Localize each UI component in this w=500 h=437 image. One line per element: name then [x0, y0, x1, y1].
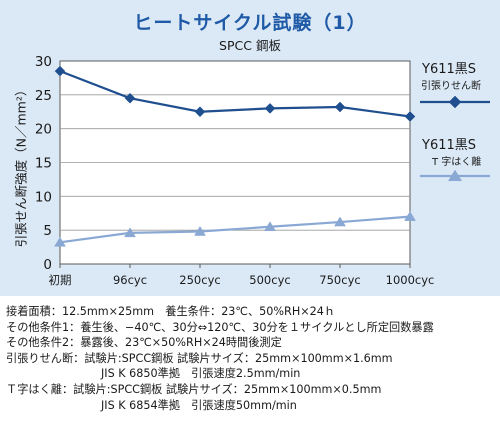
y-tick-label: 25 [35, 88, 52, 104]
x-tick-label: 96cyc [113, 273, 147, 287]
note-text: 12.5mm×25mm 養生条件：23℃、50%RH×24ｈ [61, 305, 336, 318]
series-1-point [404, 111, 416, 122]
series-1-point [194, 106, 206, 118]
y-tick-label: 15 [35, 156, 52, 172]
y-tick-label: 5 [43, 223, 52, 239]
series-2-line [59, 215, 411, 244]
note-row: JIS K 6850準拠 引張速度2.5mm/min [6, 366, 498, 382]
note-row: その他条件1：養生後、−40℃、30分⇔120℃、30分を１サイクルとし所定回数… [6, 320, 498, 336]
x-tick-label: 1000cyc [386, 273, 435, 287]
y-tick-label: 30 [35, 54, 52, 70]
note-label: その他条件2： [6, 336, 81, 350]
series-1-point [264, 103, 276, 114]
series-2-point [334, 216, 346, 227]
note-text: 試験片:SPCC鋼板 試験片サイズ：25mm×100mm×1.6mm [84, 351, 393, 365]
y-tick-label: 0 [43, 257, 52, 273]
series-1-point [124, 92, 136, 104]
note-text: JIS K 6854準拠 引張速度50mm/min [101, 398, 297, 412]
note-row: 引張りせん断：試験片:SPCC鋼板 試験片サイズ：25mm×100mm×1.6m… [6, 351, 498, 367]
series-2-point [404, 211, 416, 221]
x-tick-label: 初期 [49, 273, 72, 287]
series-1-point [334, 101, 346, 113]
note-label: 引張りせん断： [6, 351, 85, 365]
series-2-point [194, 226, 206, 236]
x-tick-label: 250cyc [179, 273, 220, 287]
note-row: 接着面積：12.5mm×25mm 養生条件：23℃、50%RH×24ｈ [6, 304, 498, 320]
note-row: Ｔ字はく離：試験片:SPCC鋼板 試験片サイズ：25mm×100mm×0.5mm [6, 382, 498, 398]
series-2-point [124, 227, 136, 238]
note-row: JIS K 6854準拠 引張速度50mm/min [6, 398, 498, 414]
chart-title: ヒートサイクル試験（1） [133, 12, 367, 34]
legend-series-2-name: Y611黒S [422, 138, 477, 153]
legend-series-1-marker [448, 95, 462, 109]
x-tick-label: 750cyc [319, 273, 360, 287]
chart-subtitle: SPCC 鋼板 [219, 38, 281, 53]
note-text: 暴露後、23℃×50%RH×24時間後測定 [80, 336, 282, 350]
note-row: その他条件2：暴露後、23℃×50%RH×24時間後測定 [6, 335, 498, 351]
series-2-point [54, 236, 66, 247]
note-label: Ｔ字はく離： [6, 382, 74, 396]
series-1-line [59, 70, 411, 118]
legend-series-2-subname: T 字はく離 [432, 157, 482, 168]
y-tick-label: 10 [35, 189, 52, 205]
test-conditions: 接着面積：12.5mm×25mm 養生条件：23℃、50%RH×24ｈ その他条… [6, 304, 498, 413]
note-label: その他条件1： [6, 320, 81, 334]
legend-series-1-subname: 引張りせん断 [421, 81, 481, 92]
legend-series-2-marker [447, 169, 463, 182]
note-label: 接着面積： [6, 305, 62, 318]
line-chart: 0 5 10 15 20 25 30 初期 96cyc 250cyc 500cyc 750cyc 100… [35, 54, 490, 287]
legend-series-1-name: Y611黒S [422, 62, 477, 77]
x-tick-label: 500cyc [249, 273, 290, 287]
series-1-point [54, 65, 66, 77]
note-text: 養生後、−40℃、30分⇔120℃、30分を１サイクルとし所定回数暴露 [80, 320, 434, 334]
note-text: JIS K 6850準拠 引張速度2.5mm/min [101, 367, 301, 381]
note-text: 試験片:SPCC鋼板 試験片サイズ：25mm×100mm×0.5mm [73, 382, 382, 396]
series-2-point [264, 221, 276, 232]
y-tick-label: 20 [35, 122, 52, 138]
